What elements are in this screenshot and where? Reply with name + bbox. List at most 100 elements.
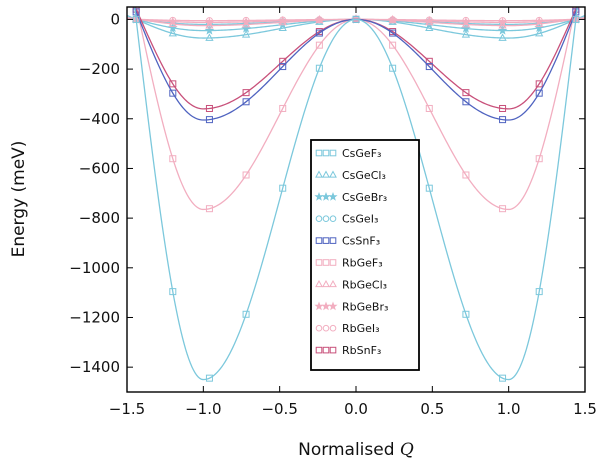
series-marker	[461, 19, 471, 28]
legend-marker	[328, 301, 338, 311]
series-marker	[389, 64, 397, 72]
series-marker	[279, 57, 287, 65]
legend-item: RbGeF₃	[315, 257, 383, 270]
series-marker	[169, 288, 177, 296]
series-marker	[462, 98, 470, 106]
y-axis-title: Energy (meV)	[9, 141, 29, 258]
series-marker	[535, 80, 543, 88]
legend-marker	[321, 191, 331, 201]
series-marker	[169, 155, 177, 163]
legend-label: CsSnF₃	[342, 235, 380, 248]
legend-marker	[322, 324, 330, 332]
legend-marker	[329, 149, 337, 157]
series-marker	[499, 104, 507, 112]
legend-label: CsGeF₃	[342, 147, 381, 160]
series-marker	[499, 205, 507, 213]
series-marker	[389, 41, 397, 49]
series-marker	[315, 29, 323, 37]
series-marker	[425, 57, 433, 65]
y-tick-label: −1000	[69, 259, 120, 277]
legend-marker	[315, 346, 323, 354]
y-tick-label: 0	[110, 10, 120, 28]
y-tick-label: −600	[79, 159, 120, 177]
legend-label: RbGeCl₃	[342, 278, 387, 291]
legend-marker	[329, 280, 337, 288]
series-marker	[241, 30, 251, 38]
series-marker	[462, 171, 470, 179]
series-marker	[499, 116, 507, 124]
legend-marker	[315, 170, 323, 178]
y-tick-label: −1400	[69, 358, 120, 376]
legend-item: RbGeBr₃	[314, 300, 388, 313]
series-marker	[278, 23, 287, 32]
series-marker	[241, 19, 251, 28]
legend-marker	[329, 324, 337, 332]
series-marker	[205, 104, 213, 112]
x-axis-title: Normalised Q	[298, 440, 414, 460]
legend-marker	[322, 237, 330, 244]
legend-box	[310, 139, 420, 371]
series-marker	[535, 89, 543, 97]
series-marker	[205, 205, 213, 213]
legend-marker	[315, 324, 323, 332]
series-marker	[315, 15, 324, 24]
series-marker	[205, 20, 214, 29]
series-marker	[315, 41, 323, 49]
series-marker	[388, 15, 397, 24]
series-marker	[498, 20, 507, 29]
y-tick-label: −400	[79, 110, 120, 128]
series-marker	[352, 15, 360, 23]
legend-item: RbGeI₃	[315, 322, 380, 335]
series-marker	[572, 15, 580, 23]
series-marker	[425, 23, 434, 32]
series-marker	[425, 17, 434, 26]
legend-marker	[322, 149, 330, 157]
legend-item: RbSnF₃	[315, 344, 381, 357]
legend-marker	[322, 259, 330, 266]
y-tick-label: −200	[79, 60, 120, 78]
legend-item: RbGeCl₃	[315, 278, 387, 291]
legend-marker	[315, 215, 323, 222]
series-marker	[462, 89, 470, 97]
legend: CsGeF₃ CsGeCl₃ CsGeBr₃ CsGeI₃ CsSnF₃ RbGeF₃ Rb…	[310, 139, 420, 371]
legend-label: CsGeBr₃	[342, 191, 387, 204]
legend-marker	[321, 301, 331, 311]
series-marker	[169, 89, 177, 97]
x-tick-label: −1.0	[185, 400, 221, 418]
series-marker	[168, 19, 177, 27]
series-marker	[205, 33, 214, 41]
series-marker	[462, 310, 470, 318]
legend-item: CsGeI₃	[315, 213, 378, 226]
series-marker	[387, 14, 398, 24]
series-marker	[279, 63, 287, 71]
series-marker	[204, 25, 215, 35]
legend-label: CsGeCl₃	[342, 169, 386, 182]
series-marker	[425, 63, 433, 71]
legend-marker	[329, 170, 337, 178]
series-marker	[205, 374, 213, 382]
legend-label: RbGeI₃	[342, 322, 380, 335]
x-tick-label: 1.5	[573, 400, 597, 418]
series-marker	[499, 374, 507, 382]
x-tick-label: −1.5	[109, 400, 145, 418]
x-axis-title-symbol: Q	[400, 440, 414, 460]
series-marker	[535, 19, 544, 27]
series-marker	[279, 184, 287, 192]
series-marker	[168, 28, 177, 37]
legend-marker	[329, 215, 337, 222]
legend-item: CsGeBr₃	[314, 191, 387, 204]
legend-marker	[315, 237, 323, 244]
series-line	[134, 7, 578, 381]
legend-marker	[329, 259, 337, 266]
legend-item: CsGeCl₃	[315, 169, 386, 182]
legend-marker	[328, 191, 338, 201]
legend-marker	[315, 259, 323, 266]
legend-item: CsSnF₃	[315, 235, 380, 248]
x-tick-label: 0.0	[344, 400, 368, 418]
x-tick-label: −0.5	[261, 400, 297, 418]
legend-label: RbGeF₃	[342, 257, 383, 270]
series-4	[132, 7, 580, 124]
series-marker	[279, 104, 287, 112]
legend-marker	[329, 237, 337, 244]
